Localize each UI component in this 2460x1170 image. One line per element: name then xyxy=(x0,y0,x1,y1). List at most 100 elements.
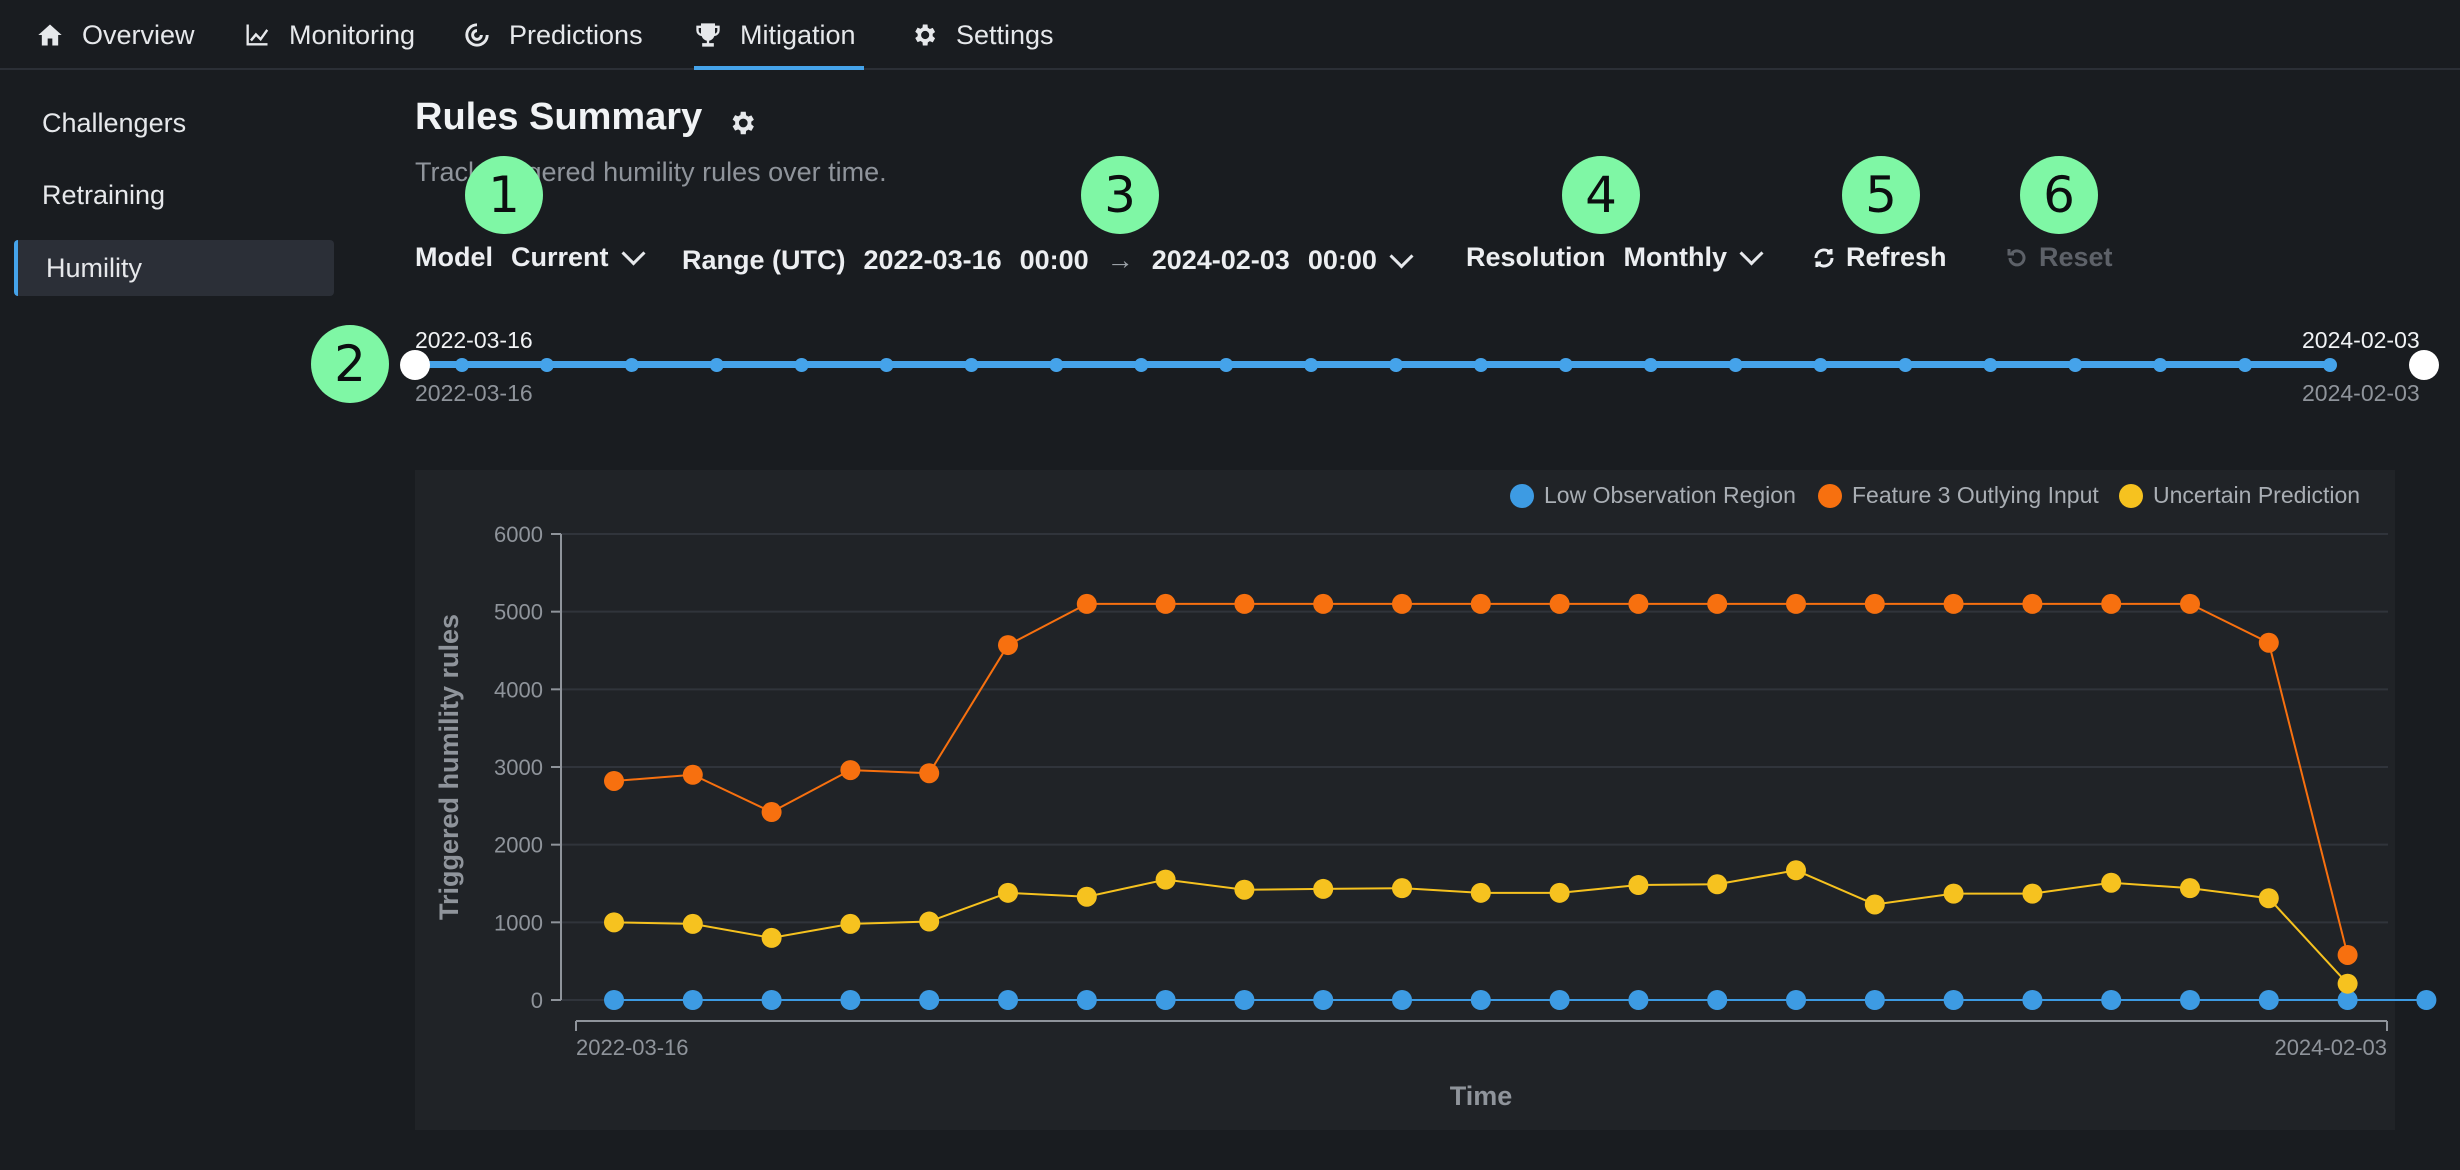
data-point[interactable] xyxy=(682,764,703,785)
data-point[interactable] xyxy=(1076,990,1097,1010)
data-point[interactable] xyxy=(1392,878,1412,899)
data-point[interactable] xyxy=(1864,894,1885,915)
reset-button[interactable]: Reset xyxy=(2005,242,2113,273)
range-picker[interactable]: 2022-03-16 00:00 → 2024-02-03 00:00 xyxy=(864,244,1414,276)
data-point[interactable] xyxy=(1943,593,1964,614)
model-dropdown[interactable]: Current xyxy=(511,241,646,273)
data-point[interactable] xyxy=(840,760,861,781)
data-point[interactable] xyxy=(761,990,782,1010)
data-point[interactable] xyxy=(840,913,861,934)
data-point[interactable] xyxy=(1786,593,1806,614)
data-point[interactable] xyxy=(919,911,940,932)
data-point[interactable] xyxy=(2258,990,2279,1010)
data-point[interactable] xyxy=(2022,883,2043,904)
data-point[interactable] xyxy=(998,990,1018,1010)
data-point[interactable] xyxy=(998,635,1018,656)
settings-gear-button[interactable] xyxy=(727,108,757,138)
data-point[interactable] xyxy=(2258,888,2279,909)
y-tick-label: 2000 xyxy=(494,833,543,858)
data-point[interactable] xyxy=(604,912,624,933)
data-point[interactable] xyxy=(1313,593,1334,614)
data-point[interactable] xyxy=(1943,883,1964,904)
data-point[interactable] xyxy=(1549,990,1570,1010)
slider-end-label-top: 2024-02-03 xyxy=(2302,327,2420,353)
data-point[interactable] xyxy=(2101,990,2122,1010)
data-point[interactable] xyxy=(1470,882,1491,903)
data-point[interactable] xyxy=(1155,990,1176,1010)
data-point[interactable] xyxy=(1076,886,1097,907)
data-point[interactable] xyxy=(2180,878,2200,899)
data-point[interactable] xyxy=(1313,878,1334,899)
data-point[interactable] xyxy=(2337,990,2358,1010)
data-point[interactable] xyxy=(1155,593,1176,614)
model-value: Current xyxy=(511,242,609,272)
y-tick-label: 4000 xyxy=(494,677,543,702)
data-point[interactable] xyxy=(1470,990,1491,1010)
sidebar-item-humility[interactable]: Humility xyxy=(14,240,334,296)
refresh-button[interactable]: Refresh xyxy=(1812,242,1947,273)
data-point[interactable] xyxy=(840,990,861,1010)
data-point[interactable] xyxy=(1707,990,1728,1010)
data-point[interactable] xyxy=(1864,990,1885,1010)
data-point[interactable] xyxy=(2180,593,2200,614)
y-tick-label: 0 xyxy=(531,988,543,1013)
data-point[interactable] xyxy=(1392,593,1412,614)
data-point[interactable] xyxy=(1155,869,1176,890)
data-point[interactable] xyxy=(1392,990,1412,1010)
data-point[interactable] xyxy=(604,990,624,1010)
data-point[interactable] xyxy=(1943,990,1964,1010)
data-point[interactable] xyxy=(604,770,624,791)
data-point[interactable] xyxy=(1234,990,1255,1010)
data-point[interactable] xyxy=(2022,593,2043,614)
slider-track xyxy=(415,361,2325,368)
data-point[interactable] xyxy=(1707,593,1728,614)
data-point[interactable] xyxy=(1707,874,1728,895)
data-point[interactable] xyxy=(2416,990,2437,1010)
data-point[interactable] xyxy=(761,927,782,948)
data-point[interactable] xyxy=(2022,990,2043,1010)
data-point[interactable] xyxy=(682,990,703,1010)
data-point[interactable] xyxy=(919,990,940,1010)
data-point[interactable] xyxy=(1864,593,1885,614)
data-point[interactable] xyxy=(1628,593,1649,614)
data-point[interactable] xyxy=(1628,875,1649,896)
data-point[interactable] xyxy=(1470,593,1491,614)
data-point[interactable] xyxy=(1549,882,1570,903)
data-point[interactable] xyxy=(1076,593,1097,614)
data-point[interactable] xyxy=(1786,990,1806,1010)
data-point[interactable] xyxy=(919,763,940,784)
tab-monitoring[interactable]: Monitoring xyxy=(243,0,415,70)
data-point[interactable] xyxy=(1313,990,1334,1010)
data-point[interactable] xyxy=(2337,944,2358,965)
sidebar-item-label: Challengers xyxy=(42,107,187,138)
data-point[interactable] xyxy=(1628,990,1649,1010)
data-point[interactable] xyxy=(1234,879,1255,900)
data-point[interactable] xyxy=(682,913,703,934)
sidebar-item-retraining[interactable]: Retraining xyxy=(14,167,334,223)
data-point[interactable] xyxy=(1549,593,1570,614)
data-point[interactable] xyxy=(2101,872,2122,893)
tab-mitigation[interactable]: Mitigation xyxy=(694,0,864,70)
tab-overview[interactable]: Overview xyxy=(36,0,195,70)
data-point[interactable] xyxy=(2337,973,2358,994)
sidebar-item-challengers[interactable]: Challengers xyxy=(14,95,334,151)
legend-item-feature3[interactable]: Feature 3 Outlying Input xyxy=(1818,482,2099,509)
legend-dot xyxy=(2119,483,2143,508)
data-point[interactable] xyxy=(2180,990,2200,1010)
legend-item-low-observation[interactable]: Low Observation Region xyxy=(1510,482,1796,509)
tab-predictions[interactable]: Predictions xyxy=(463,0,643,70)
data-point[interactable] xyxy=(2258,632,2279,653)
data-point[interactable] xyxy=(998,882,1018,903)
tab-settings[interactable]: Settings xyxy=(910,0,1054,70)
arrow-right-icon: → xyxy=(1106,245,1134,275)
resolution-dropdown[interactable]: Monthly xyxy=(1624,241,1764,273)
data-point[interactable] xyxy=(1786,860,1806,881)
data-point[interactable] xyxy=(1234,593,1255,614)
slider-end-handle[interactable] xyxy=(2409,350,2439,380)
data-point[interactable] xyxy=(761,802,782,823)
data-point[interactable] xyxy=(2101,593,2122,614)
resolution-label: Resolution xyxy=(1466,242,1606,272)
legend-item-uncertain[interactable]: Uncertain Prediction xyxy=(2119,482,2360,509)
slider-start-handle[interactable] xyxy=(400,350,430,380)
